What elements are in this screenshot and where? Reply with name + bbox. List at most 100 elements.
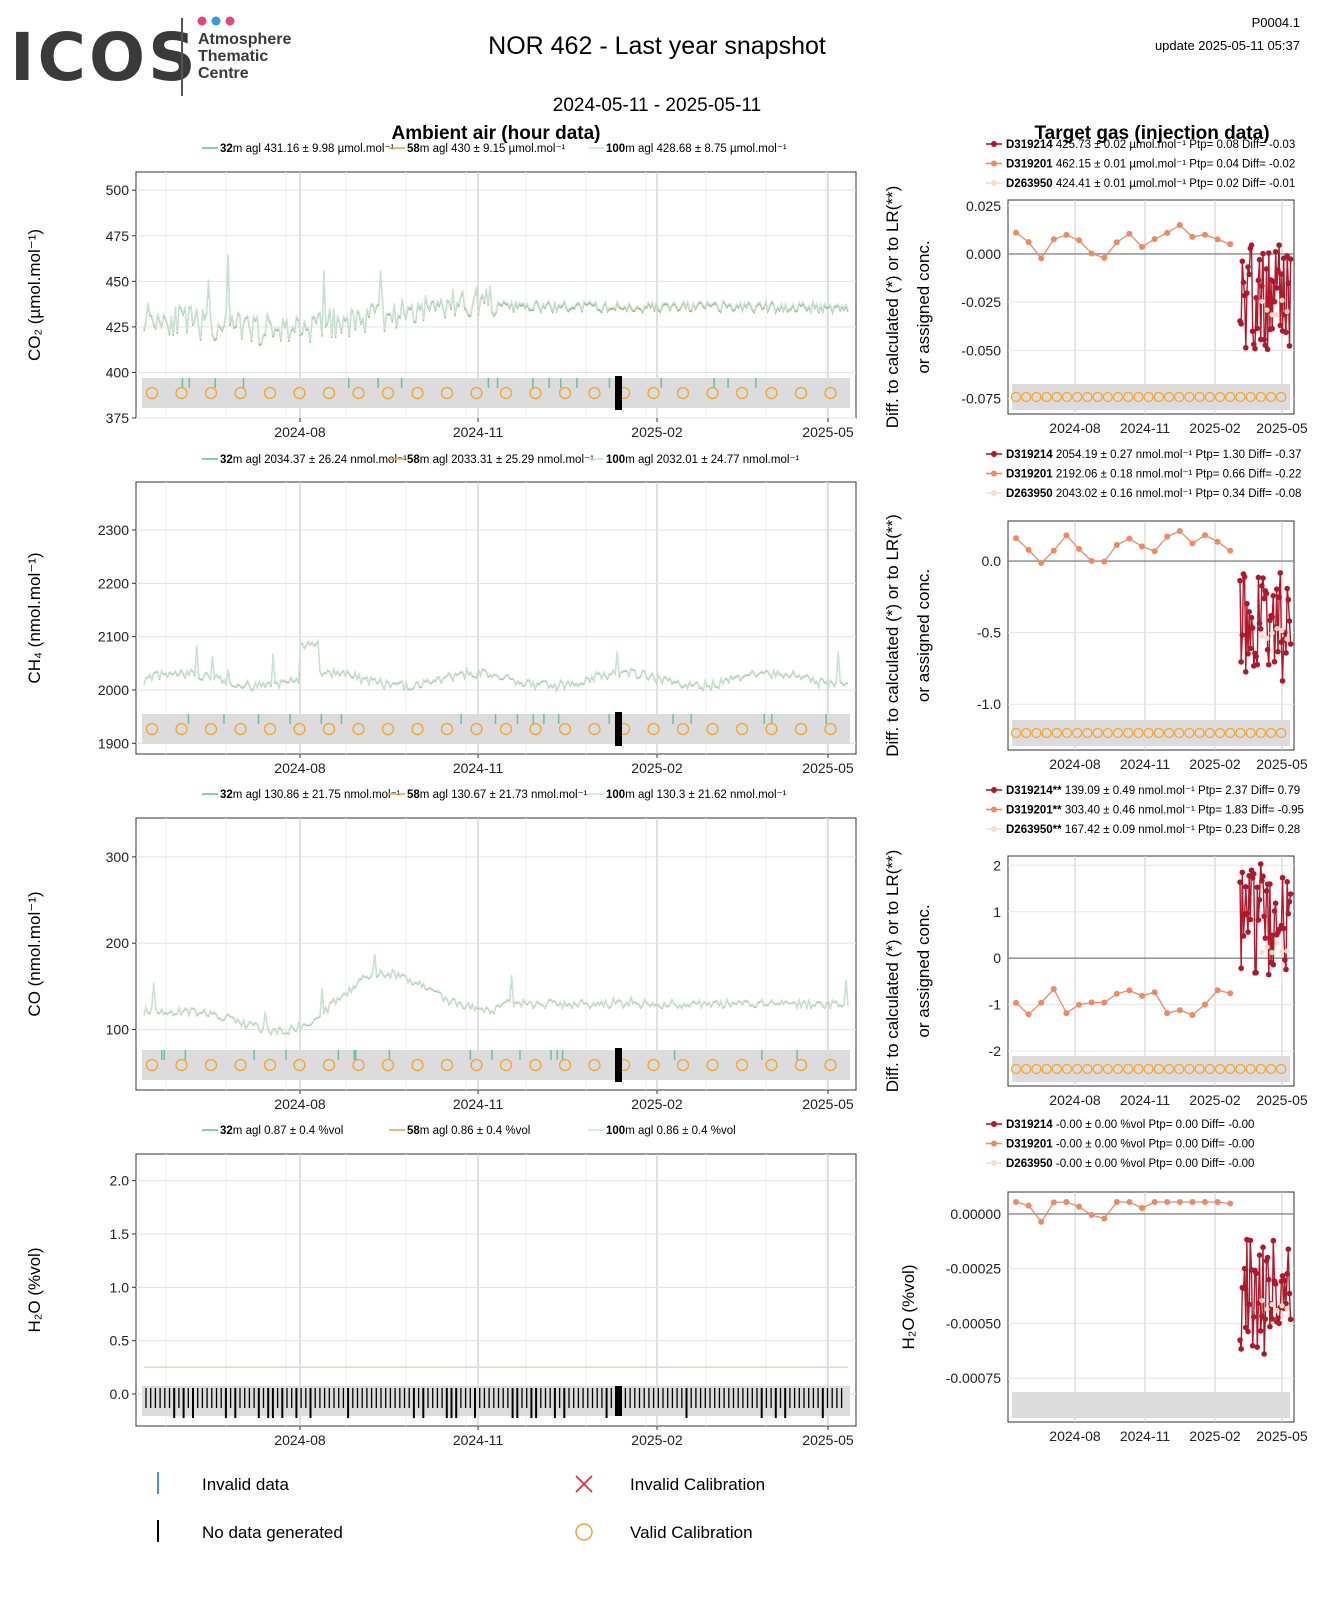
target-point-d319201 [1050,1199,1057,1206]
target-point-d319214 [1287,891,1294,897]
target-point-d319201 [1038,255,1045,262]
target-point-d319214 [1280,925,1287,932]
target-point-d319201 [1050,547,1057,554]
target-calibration-marker [1061,1063,1073,1075]
target-point-d319214 [1269,614,1275,620]
target-point-d263950 [1269,630,1275,636]
target-point-d319214 [1238,965,1244,972]
target-point-d319214 [1244,290,1250,296]
y-tick-label: 1.5 [110,1226,130,1242]
y-tick-label: 0.0 [110,1386,130,1402]
valid-calibration-marker [234,1058,247,1072]
target-calibration-marker [1255,727,1266,739]
target-point-d319201 [1113,1199,1120,1205]
target-y-axis-label: Diff. to calculated (*) or to LR(**) [883,514,902,757]
target-y-tick-label: -0.050 [961,342,1001,358]
target-point-d319214 [1247,916,1254,923]
legend-entry-100m: 100m agl 0.86 ± 0.4 %vol [606,1125,736,1137]
target-point-d319214 [1284,878,1290,885]
target-point-d319214 [1279,874,1286,881]
valid-calibration-marker [529,1058,542,1072]
valid-calibration-marker [558,722,572,736]
target-calibration-marker [1010,727,1022,739]
target-x-tick-label: 2024-11 [1120,1428,1171,1444]
valid-calibration-marker [293,722,306,736]
target-x-tick-label: 2024-11 [1120,1092,1171,1108]
target-point-d319214 [1248,614,1255,621]
valid-calibration-marker [234,722,247,736]
target-legend-entry: D263950** 167.42 ± 0.09 nmol.mol⁻¹ Ptp= … [1006,824,1300,836]
target-point-d319201 [1164,533,1171,540]
target-point-d319214 [1279,678,1286,684]
valid-calibration-marker [647,722,660,736]
target-point-d319214 [1251,1314,1257,1320]
no-data-block [615,712,622,746]
target-calibration-marker [1010,391,1022,403]
target-point-d319214 [1237,1337,1243,1343]
y-axis-label: CO (nmol.mol⁻¹) [25,891,44,1016]
valid-calibration-marker [411,1058,424,1072]
target-point-d319201 [1013,229,1019,236]
target-point-d319214 [1254,1344,1261,1350]
valid-calibration-marker [322,722,336,736]
logo-dot-pink-2 [225,16,235,26]
target-legend-dot [991,787,997,793]
valid-calibration-marker [440,722,454,736]
legend-entry-32m: 32m agl 2034.37 ± 26.24 nmol.mol⁻¹ [220,454,407,466]
target-calibration-marker [1143,727,1154,739]
target-point-d263950 [1259,949,1265,956]
target-point-d319214 [1275,267,1281,274]
valid-calibration-marker [145,386,159,400]
target-legend-dot [991,826,997,832]
target-point-d319201 [1227,241,1234,248]
target-point-d263950 [1259,1297,1265,1304]
target-point-d319214 [1259,583,1265,589]
target-point-d319201 [1202,231,1208,238]
valid-calibration-marker [322,1058,336,1072]
valid-calibration-marker [411,386,424,400]
target-calibration-marker [1021,1063,1032,1075]
no-data-block [615,376,622,410]
target-legend-dot [991,1140,997,1147]
target-point-d319201 [1076,237,1082,244]
target-point-d319201 [1176,528,1183,534]
x-tick-label: 2025-02 [631,1432,683,1448]
target-calibration-marker [1072,727,1083,739]
valid-calibration-marker [824,386,837,400]
legend-entry-32m: 32m agl 130.86 ± 21.75 nmol.mol⁻¹ [220,789,401,801]
target-point-d319214 [1260,1244,1266,1251]
x-tick-label: 2025-05 [802,1096,854,1112]
target-point-d319214 [1265,971,1272,978]
y-tick-label: 2200 [98,575,129,591]
target-point-d319214 [1249,1342,1256,1349]
target-point-d319201 [1189,233,1196,240]
target-point-d319201 [1139,243,1145,250]
target-point-d319214 [1283,650,1289,656]
target-x-tick-label: 2025-05 [1256,420,1308,436]
target-point-d319214 [1244,600,1250,607]
product-code: P0004.1 [1252,15,1300,30]
y-axis-label: CO₂ (µmol.mol⁻¹) [25,229,44,361]
target-calibration-marker [1225,391,1236,403]
valid-calibration-marker [381,722,395,736]
target-calibration-marker [1245,1063,1256,1075]
target-panel-co: 2 1 0 -1 -2 2024-08 2024-11 2025-02 2025-05 D3192… [883,785,1308,1108]
valid-calibration-marker [352,386,365,400]
target-y-axis-label-2: or assigned conc. [914,904,933,1037]
y-tick-label: 2300 [98,522,129,538]
target-point-d319214 [1241,1265,1248,1272]
target-point-d319214 [1240,1285,1247,1292]
panel-co: 100 200 300 2024-08 2024-11 2025-02 2025-05 CO … [25,789,857,1112]
legend-entry-58m: 58m agl 0.86 ± 0.4 %vol [407,1125,530,1137]
target-point-d263950 [1269,312,1275,318]
target-calibration-marker [1163,1063,1175,1075]
target-point-d319201 [1113,239,1120,246]
logo-subtitle-3: Centre [198,65,249,82]
target-point-d319214 [1255,574,1262,581]
target-point-d319214 [1238,659,1244,665]
target-point-d319201 [1176,1007,1183,1014]
target-point-d319214 [1262,935,1269,941]
target-point-d319201 [1189,1199,1196,1205]
y-tick-label: 500 [106,182,130,198]
